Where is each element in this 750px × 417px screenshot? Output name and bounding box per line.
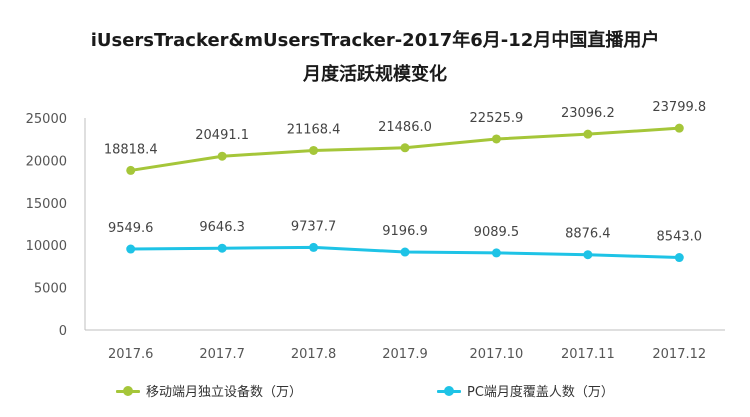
data-point	[309, 145, 319, 155]
data-label: 23096.2	[561, 106, 615, 121]
data-point	[309, 242, 319, 252]
data-point	[491, 248, 501, 258]
y-tick-label: 10000	[26, 239, 67, 254]
data-point	[400, 143, 410, 153]
data-label: 20491.1	[195, 128, 249, 143]
legend-pc-marker	[437, 385, 461, 397]
chart-title-line-2: 月度活跃规模变化	[303, 64, 447, 85]
x-tick-label: 2017.7	[199, 347, 245, 362]
legend-item-mobile: 移动端月独立设备数（万）	[116, 381, 302, 400]
x-tick-label: 2017.9	[382, 347, 428, 362]
data-label: 21168.4	[287, 122, 341, 137]
legend-mobile-marker	[116, 385, 140, 397]
legend-item-pc: PC端月度覆盖人数（万）	[437, 381, 614, 400]
data-point	[583, 250, 593, 260]
data-label: 21486.0	[378, 120, 432, 135]
x-tick-label: 2017.8	[291, 347, 337, 362]
y-tick-label: 20000	[26, 154, 67, 169]
data-label: 9196.9	[382, 224, 428, 239]
data-point	[583, 129, 593, 139]
legend-mobile-label: 移动端月独立设备数（万）	[146, 385, 303, 400]
data-point	[126, 244, 136, 254]
data-label: 8876.4	[565, 227, 611, 242]
data-label: 18818.4	[104, 142, 158, 157]
data-label: 22525.9	[470, 111, 524, 126]
data-label: 9646.3	[199, 220, 245, 235]
x-tick-label: 2017.10	[470, 347, 524, 362]
data-point	[217, 243, 227, 253]
data-label: 9089.5	[474, 225, 520, 240]
y-tick-label: 5000	[34, 282, 67, 297]
data-point	[674, 123, 684, 133]
data-point	[491, 134, 501, 144]
x-tick-label: 2017.12	[652, 347, 706, 362]
data-point	[674, 253, 684, 263]
x-tick-label: 2017.11	[561, 347, 615, 362]
data-point	[126, 165, 136, 175]
data-point	[217, 151, 227, 161]
data-label: 23799.8	[652, 100, 706, 115]
x-tick-label: 2017.6	[108, 347, 154, 362]
data-point	[400, 247, 410, 257]
data-label: 9737.7	[291, 219, 337, 234]
y-tick-label: 0	[59, 324, 67, 339]
data-label: 8543.0	[657, 230, 703, 245]
legend-pc-label: PC端月度覆盖人数（万）	[467, 385, 614, 400]
y-tick-label: 25000	[26, 112, 67, 127]
y-tick-label: 15000	[26, 197, 67, 212]
chart-title-line-1: iUsersTracker&mUsersTracker-2017年6月-12月中…	[90, 30, 660, 51]
data-label: 9549.6	[108, 221, 154, 236]
